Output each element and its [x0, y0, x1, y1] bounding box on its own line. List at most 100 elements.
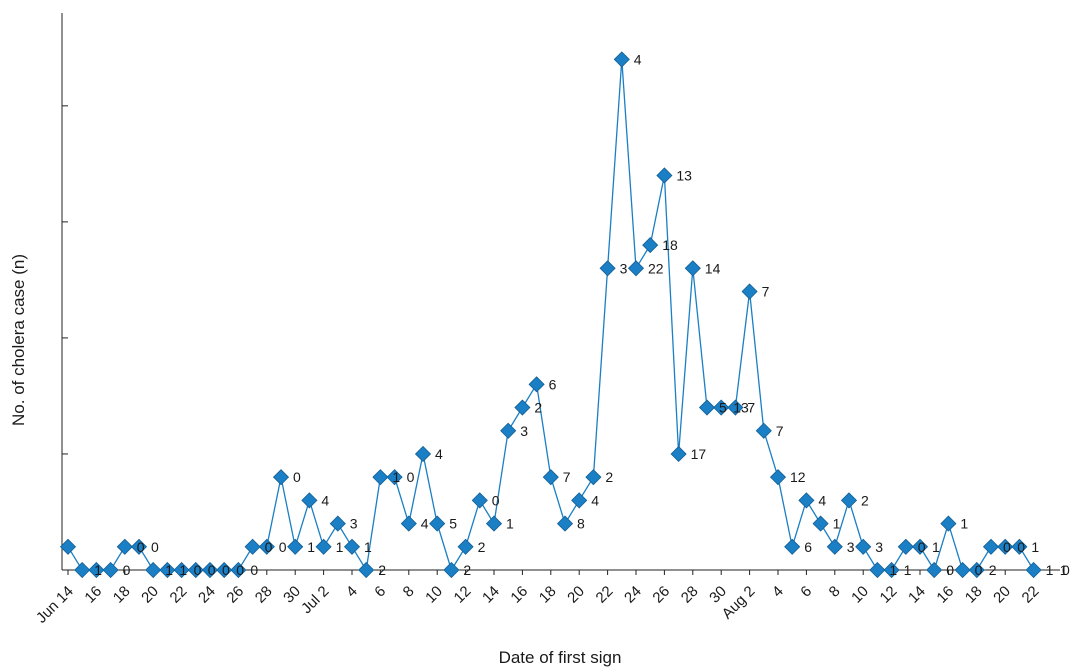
- data-point-marker: [1025, 561, 1042, 579]
- data-point-marker: [216, 561, 233, 579]
- data-label: 0: [208, 562, 216, 578]
- data-point-marker: [741, 283, 758, 300]
- x-tick-label: Jun 14: [33, 583, 77, 627]
- data-point-marker: [173, 561, 190, 579]
- x-tick-label: 8: [826, 583, 844, 601]
- data-point-marker: [443, 561, 460, 579]
- data-point-marker: [627, 260, 645, 277]
- data-label: 7: [776, 423, 784, 439]
- data-point-marker: [940, 515, 957, 532]
- data-label: 8: [577, 516, 585, 532]
- data-label: 1: [165, 562, 173, 578]
- data-label: 22: [648, 260, 664, 276]
- data-point-marker: [968, 561, 985, 579]
- data-point-marker: [826, 538, 843, 555]
- data-point-marker: [500, 422, 517, 439]
- data-point-marker: [102, 561, 119, 579]
- data-point-marker: [556, 515, 574, 532]
- data-point-marker: [855, 538, 872, 555]
- data-label: 1: [364, 539, 372, 555]
- data-point-marker: [429, 515, 446, 532]
- data-label: 3: [847, 539, 855, 555]
- data-label: 0: [250, 562, 258, 578]
- x-tick-label: 20: [990, 583, 1014, 607]
- x-tick-label: 16: [933, 583, 957, 607]
- y-axis-ticks: [62, 105, 68, 571]
- data-label: 0: [918, 539, 926, 555]
- data-point-marker: [514, 399, 531, 416]
- x-tick-label: 28: [252, 583, 276, 607]
- x-tick-label: 20: [564, 583, 588, 607]
- x-tick-label: 26: [223, 583, 247, 607]
- x-tick-label: 26: [649, 583, 673, 607]
- data-point-marker: [982, 538, 1000, 555]
- data-point-marker: [457, 538, 474, 555]
- data-label: 1: [336, 539, 344, 555]
- x-tick-label: 10: [422, 583, 446, 607]
- data-label: 3: [875, 539, 883, 555]
- x-tick-label: 18: [110, 583, 134, 607]
- x-tick-label: Aug 2: [719, 583, 759, 623]
- data-point-marker: [329, 515, 346, 532]
- data-point-marker: [784, 538, 801, 555]
- data-label: 0: [407, 469, 415, 485]
- data-label: 6: [804, 539, 812, 555]
- data-point-marker: [769, 469, 787, 486]
- data-label: 6: [549, 376, 557, 392]
- data-label: 2: [534, 400, 542, 416]
- data-point-marker: [542, 469, 559, 486]
- x-tick-label: 20: [138, 583, 162, 607]
- data-label: 0: [151, 539, 159, 555]
- data-label: 0: [194, 562, 202, 578]
- x-tick-label: 22: [1019, 583, 1043, 607]
- x-tick-label: 16: [81, 583, 105, 607]
- data-point-marker: [684, 260, 701, 277]
- data-label: 4: [435, 446, 443, 462]
- x-tick-label: 14: [905, 583, 929, 607]
- data-point-marker: [471, 492, 488, 509]
- data-label: 0: [293, 469, 301, 485]
- data-point-marker: [343, 538, 361, 555]
- data-point-marker: [358, 561, 375, 579]
- data-point-marker: [698, 399, 716, 416]
- data-label: 12: [790, 469, 806, 485]
- data-label: 4: [421, 516, 429, 532]
- data-label: 1: [506, 516, 514, 532]
- x-tick-label: 12: [877, 583, 901, 607]
- data-label: 0: [1003, 539, 1011, 555]
- x-tick-label: 14: [479, 583, 503, 607]
- data-label: 2: [478, 539, 486, 555]
- x-tick-label: 10: [848, 583, 872, 607]
- data-label: 0: [123, 562, 131, 578]
- x-tick-label: 24: [621, 583, 645, 607]
- data-point-marker: [201, 561, 219, 579]
- data-point-marker: [656, 167, 673, 184]
- data-point-marker: [869, 561, 886, 579]
- data-point-marker: [954, 561, 971, 579]
- data-label: 5: [449, 516, 457, 532]
- data-point-marker: [1011, 538, 1028, 555]
- x-tick-label: 24: [195, 583, 219, 607]
- data-point-marker: [400, 515, 417, 532]
- data-point-marker: [585, 469, 602, 486]
- data-point-marker: [755, 422, 772, 439]
- data-point-marker: [301, 492, 318, 509]
- data-label: 0: [137, 539, 145, 555]
- data-label: 13: [733, 400, 749, 416]
- x-tick-label: 22: [167, 583, 191, 607]
- data-label: 1: [94, 562, 102, 578]
- data-point-marker: [372, 469, 389, 486]
- data-label: 0: [975, 562, 983, 578]
- x-tick-label: 12: [451, 583, 475, 607]
- data-point-marker: [59, 538, 77, 555]
- data-label: 4: [818, 492, 826, 508]
- data-label: 4: [591, 492, 599, 508]
- data-label: 1: [932, 539, 940, 555]
- data-label: 1: [392, 469, 400, 485]
- series-line: [67, 59, 1035, 572]
- data-point-marker: [670, 445, 687, 463]
- data-label: 0: [236, 562, 244, 578]
- x-tick-label: 22: [593, 583, 617, 607]
